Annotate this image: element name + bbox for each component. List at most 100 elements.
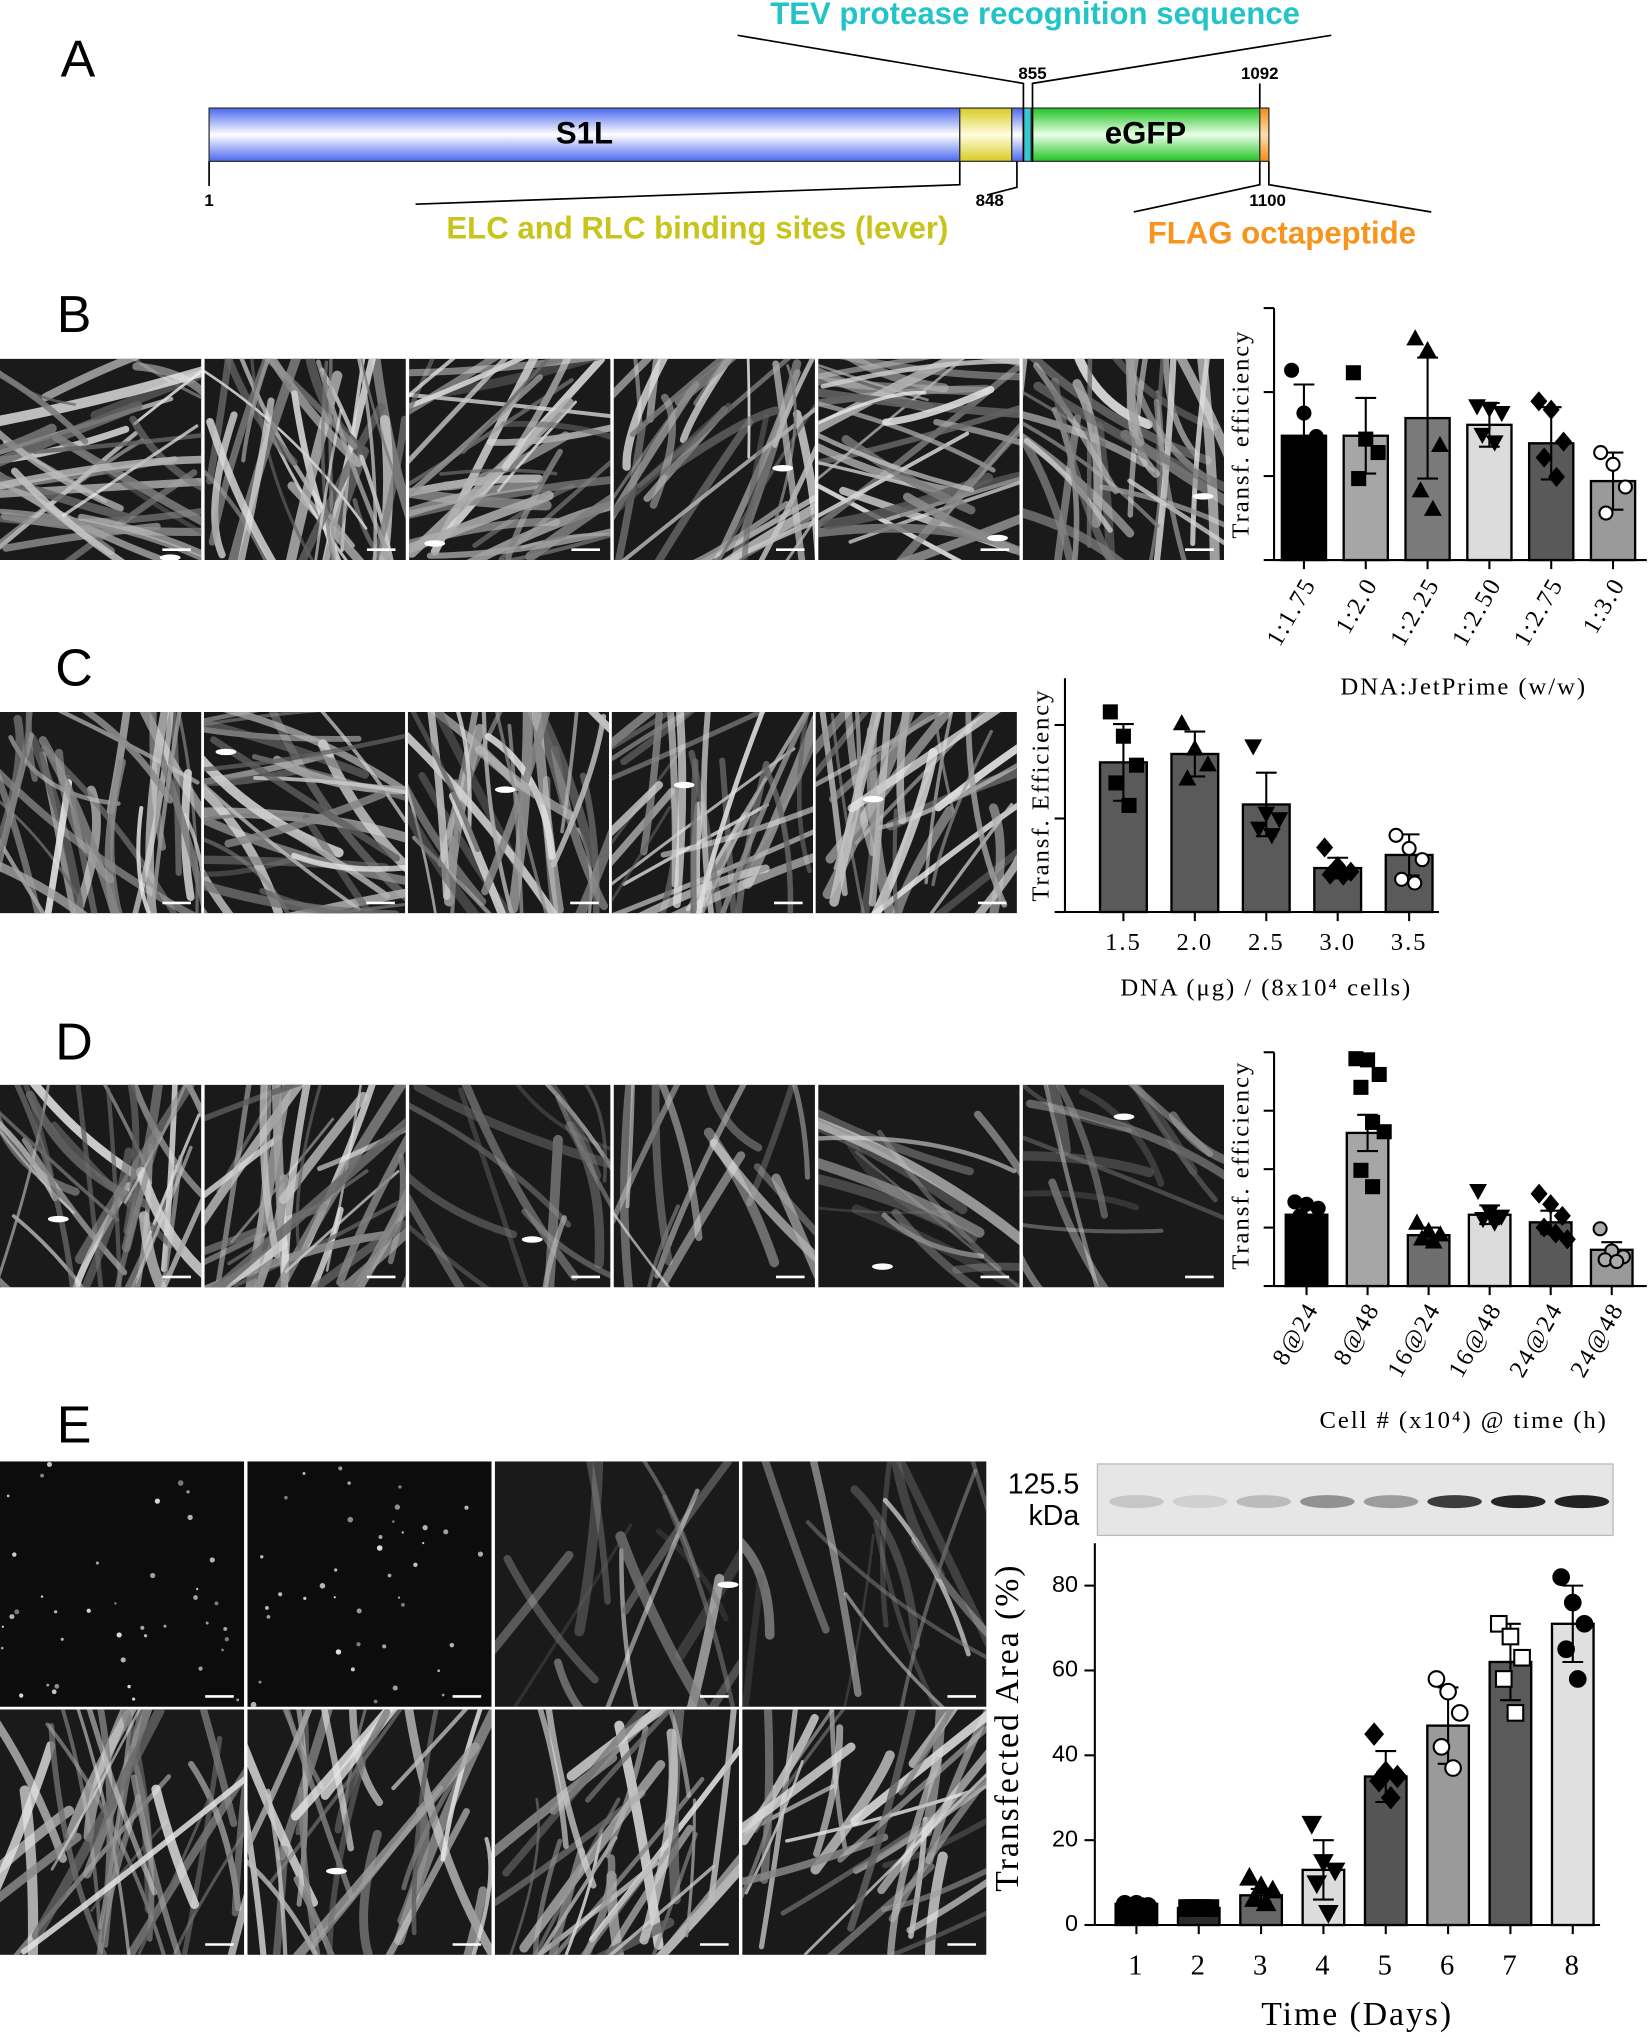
data-point — [1376, 1124, 1392, 1140]
myotube — [674, 358, 737, 407]
data-point — [1401, 840, 1417, 856]
myotube — [899, 1468, 978, 1707]
bright-cell — [521, 1236, 543, 1243]
data-point — [1431, 1225, 1450, 1242]
bright-cell — [872, 1263, 893, 1270]
myotube — [620, 1084, 634, 1288]
micrograph — [409, 1084, 611, 1288]
micrograph — [611, 711, 814, 914]
annotation-lines — [208, 34, 1432, 213]
myotube — [672, 711, 687, 909]
myotube — [826, 1863, 935, 1955]
nucleus — [338, 1466, 343, 1471]
nucleus — [437, 1669, 440, 1673]
myotube — [1176, 358, 1225, 458]
x-tick-label: 24@24 — [1504, 1298, 1568, 1382]
myotube — [537, 1835, 618, 1955]
data-point — [1371, 1066, 1387, 1083]
blot-band — [1300, 1495, 1355, 1509]
myotube — [703, 1127, 780, 1268]
data-point — [1388, 827, 1404, 843]
myotube — [619, 1547, 639, 1707]
nucleus — [441, 1693, 445, 1697]
myotube — [690, 758, 699, 914]
myotube — [272, 1845, 289, 1955]
myotube — [830, 712, 866, 914]
domain-label: eGFP — [1105, 116, 1186, 151]
myotube — [170, 711, 182, 877]
charts: B Transf. efficiency DNA:JetPrime (w/w) 1:1… — [55, 286, 1647, 2033]
myotube — [437, 711, 479, 868]
myotube — [74, 1084, 196, 1265]
myotube — [409, 476, 611, 519]
nucleus — [398, 1485, 402, 1489]
myotube — [41, 745, 178, 914]
myotube — [746, 358, 751, 459]
myotube — [708, 1709, 737, 1902]
bright-cell — [1192, 493, 1214, 500]
myotube — [27, 734, 85, 914]
data-point — [1387, 1764, 1408, 1789]
myotube — [1022, 432, 1135, 538]
myotube — [1050, 377, 1115, 561]
myotube — [203, 868, 234, 914]
myotube — [210, 736, 400, 862]
myotube — [613, 408, 678, 501]
myotube — [75, 1084, 104, 1288]
myotube — [582, 1854, 616, 1955]
myotube — [649, 393, 677, 509]
micrograph — [0, 1709, 245, 1955]
myotube — [409, 374, 543, 498]
micrograph — [0, 358, 202, 561]
myotube — [295, 1084, 322, 1248]
data-point — [1598, 505, 1614, 521]
nucleus — [319, 1583, 326, 1589]
nucleus — [12, 1552, 17, 1557]
myotube — [494, 1550, 574, 1655]
myotube — [136, 1166, 202, 1278]
myotube — [203, 711, 321, 727]
panel-label: D — [55, 1013, 93, 1071]
myotube — [654, 418, 754, 561]
data-point — [1257, 806, 1276, 823]
data-point — [1492, 405, 1511, 423]
data-point — [1321, 864, 1339, 885]
annotation: FLAG octapeptide — [1148, 216, 1416, 251]
data-point — [1262, 1879, 1284, 1899]
myotube — [86, 1709, 158, 1896]
nucleus — [373, 1699, 378, 1704]
myotube — [854, 1150, 1020, 1288]
myotube — [820, 358, 1020, 389]
micrograph — [407, 711, 610, 914]
nucleus — [9, 1614, 15, 1620]
data-point — [1132, 1897, 1151, 1915]
data-point — [1178, 769, 1197, 786]
x-tick-label: 4 — [1315, 1950, 1331, 1981]
myotube — [818, 483, 963, 561]
myotube — [519, 1760, 666, 1953]
data-point — [1407, 875, 1423, 891]
myotube — [77, 513, 202, 558]
data-point — [1427, 1670, 1446, 1688]
myotube — [407, 783, 487, 906]
data-point — [1535, 447, 1553, 468]
myotube — [352, 498, 386, 561]
nucleus — [356, 1608, 362, 1614]
y-axis-title: Transfected Area (%) — [989, 1563, 1026, 1891]
micrograph — [203, 711, 406, 914]
blot-label: kDa — [1028, 1500, 1079, 1532]
myotube — [298, 402, 386, 561]
nucleus — [477, 1551, 484, 1557]
myotube — [199, 1709, 238, 1827]
myotube — [206, 417, 277, 561]
nucleus — [260, 1555, 264, 1559]
myotube — [829, 1709, 849, 1856]
residue-number: 1100 — [1249, 191, 1286, 210]
myotube — [203, 782, 361, 912]
myotube — [1190, 358, 1210, 547]
myotube — [651, 1084, 673, 1266]
myotube — [0, 455, 202, 490]
myotube — [0, 1120, 58, 1202]
myotube — [314, 408, 343, 561]
